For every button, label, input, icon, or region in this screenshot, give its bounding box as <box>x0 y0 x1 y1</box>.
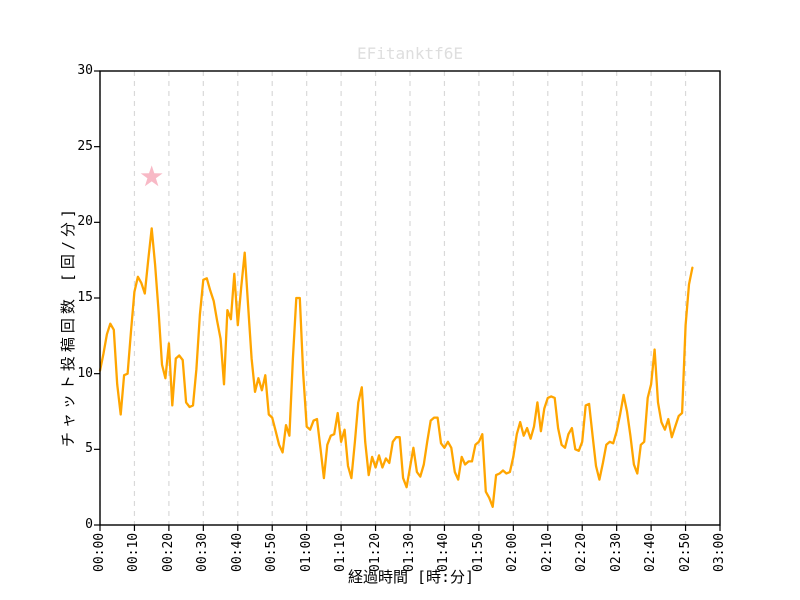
x-tick-label: 02:10 <box>539 532 555 572</box>
x-tick-label: 00:10 <box>126 532 142 572</box>
x-tick-label: 02:40 <box>643 532 659 572</box>
plot-border <box>99 70 721 526</box>
data-line <box>98 227 694 508</box>
y-tick-label: 0 <box>85 517 93 532</box>
y-tick-label: 5 <box>85 441 93 457</box>
x-tick-label: 02:20 <box>574 532 590 572</box>
x-tick-label: 01:00 <box>298 532 314 572</box>
x-tick-label: 00:40 <box>229 532 245 572</box>
x-tick-label: 01:40 <box>436 532 452 572</box>
x-tick-label: 01:30 <box>402 532 417 572</box>
x-tick-label: 03:00 <box>712 532 727 572</box>
x-tick-label: 01:20 <box>367 532 383 572</box>
x-tick-label: 00:30 <box>195 532 211 572</box>
x-tick-label: 00:50 <box>264 532 280 572</box>
x-axis-label: 経過時間 [時:分] <box>347 568 475 586</box>
y-tick-label: 20 <box>77 214 93 230</box>
y-axis-label: チャット投稿回数 [回/分] <box>59 205 77 447</box>
x-tick-label: 02:30 <box>608 532 624 572</box>
x-tick-label: 02:50 <box>677 532 693 572</box>
star-marker <box>140 165 163 187</box>
y-tick-label: 10 <box>77 365 93 381</box>
x-tick-label: 02:00 <box>505 532 521 572</box>
x-tick-label: 00:00 <box>92 532 107 572</box>
y-tick-label: 30 <box>77 63 93 78</box>
y-tick-label: 15 <box>77 290 93 305</box>
plot-area <box>94 70 721 531</box>
x-tick-label: 01:10 <box>333 532 349 572</box>
chart-title: EFitanktf6E <box>357 44 463 63</box>
x-tick-label: 01:50 <box>470 532 486 572</box>
y-tick-label: 25 <box>77 138 93 154</box>
x-tick-label: 00:20 <box>160 532 176 572</box>
